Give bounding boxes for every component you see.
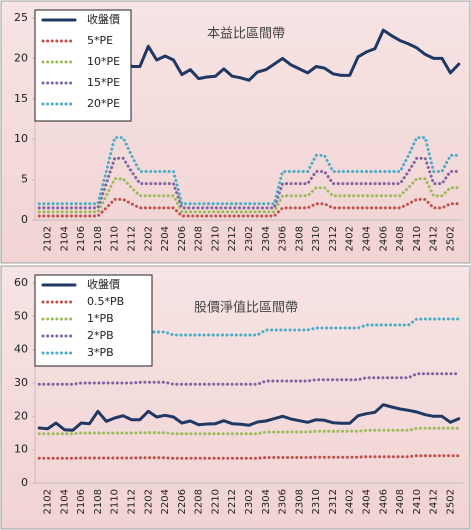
x-tick-label: 2308 (294, 226, 305, 251)
x-tick-label: 2206 (177, 489, 188, 514)
x-tick-label: 2210 (210, 489, 221, 514)
chart-title: 本益比區間帶 (207, 27, 285, 42)
chart-title: 股價淨值比區間帶 (194, 300, 298, 316)
x-tick-label: 2208 (194, 226, 205, 251)
x-tick-label: 2412 (429, 226, 440, 251)
x-tick-label: 2108 (93, 489, 104, 514)
legend-box (34, 9, 132, 122)
series-line (37, 136, 461, 206)
x-tick-label: 2306 (278, 226, 289, 251)
y-tick-label: 0 (21, 213, 28, 226)
legend-label: 1*PB (87, 312, 114, 325)
x-tick-label: 2212 (227, 226, 238, 251)
x-tick-label: 2112 (127, 226, 138, 251)
x-tick-label: 2110 (110, 226, 121, 251)
x-tick-label: 2410 (412, 489, 423, 514)
y-tick-label: 25 (14, 11, 28, 24)
x-tick-label: 2402 (345, 489, 356, 514)
x-tick-label: 2304 (261, 226, 272, 251)
legend-label: 15*PE (87, 76, 120, 89)
x-tick-label: 2312 (328, 489, 339, 514)
y-tick-label: 40 (14, 343, 28, 356)
y-tick-label: 30 (14, 376, 28, 389)
x-tick-label: 2410 (412, 226, 423, 251)
x-tick-label: 2406 (378, 489, 389, 514)
y-tick-label: 20 (14, 51, 28, 64)
x-tick-label: 2406 (378, 226, 389, 251)
x-tick-label: 2104 (59, 489, 70, 514)
x-tick-label: 2204 (160, 489, 171, 514)
x-tick-label: 2302 (244, 489, 255, 514)
series-line (37, 156, 461, 210)
x-tick-label: 2108 (93, 226, 104, 251)
y-tick-label: 15 (14, 92, 28, 105)
y-tick-label: 0 (21, 476, 28, 489)
x-tick-label: 2408 (395, 489, 406, 514)
x-tick-label: 2308 (294, 489, 305, 514)
x-tick-label: 2302 (244, 226, 255, 251)
x-tick-label: 2202 (143, 489, 154, 514)
x-tick-label: 2502 (445, 489, 456, 514)
x-tick-label: 2304 (261, 489, 272, 514)
x-tick-label: 2102 (43, 226, 54, 251)
x-tick-label: 2110 (110, 489, 121, 514)
x-tick-label: 2310 (311, 489, 322, 514)
x-tick-label: 2404 (361, 489, 372, 514)
x-tick-label: 2202 (143, 226, 154, 251)
y-tick-label: 5 (21, 173, 28, 186)
x-tick-label: 2206 (177, 226, 188, 251)
x-tick-label: 2208 (194, 489, 205, 514)
x-tick-label: 2106 (76, 226, 87, 251)
x-tick-label: 2104 (59, 226, 70, 251)
legend-label: 5*PE (87, 34, 113, 47)
x-tick-label: 2102 (43, 489, 54, 514)
x-tick-label: 2204 (160, 226, 171, 251)
x-tick-label: 2404 (361, 226, 372, 251)
legend-label: 2*PB (87, 329, 114, 342)
series-line (37, 177, 461, 214)
x-tick-label: 2212 (227, 489, 238, 514)
legend-label: 收盤價 (87, 12, 120, 26)
series-line (37, 454, 461, 460)
x-tick-label: 2112 (127, 489, 138, 514)
series-line (37, 372, 461, 386)
legend-label: 10*PE (87, 55, 120, 68)
x-tick-label: 2412 (429, 489, 440, 514)
y-tick-label: 10 (14, 443, 28, 456)
y-tick-label: 20 (14, 409, 28, 422)
x-tick-label: 2312 (328, 226, 339, 251)
series-line (37, 426, 461, 436)
legend-label: 20*PE (87, 97, 120, 110)
x-tick-label: 2402 (345, 226, 356, 251)
series-line (37, 403, 461, 432)
x-tick-label: 2106 (76, 489, 87, 514)
y-tick-label: 50 (14, 309, 28, 322)
x-tick-label: 2306 (278, 489, 289, 514)
y-tick-label: 60 (14, 276, 28, 289)
series-line (37, 197, 461, 218)
y-tick-label: 10 (14, 132, 28, 145)
legend-label: 收盤價 (87, 277, 120, 291)
legend-label: 0.5*PB (87, 295, 124, 308)
x-tick-label: 2210 (210, 226, 221, 251)
x-tick-label: 2408 (395, 226, 406, 251)
legend-box (34, 274, 153, 367)
x-tick-label: 2502 (445, 226, 456, 251)
legend-label: 3*PB (87, 346, 114, 359)
x-tick-label: 2310 (311, 226, 322, 251)
